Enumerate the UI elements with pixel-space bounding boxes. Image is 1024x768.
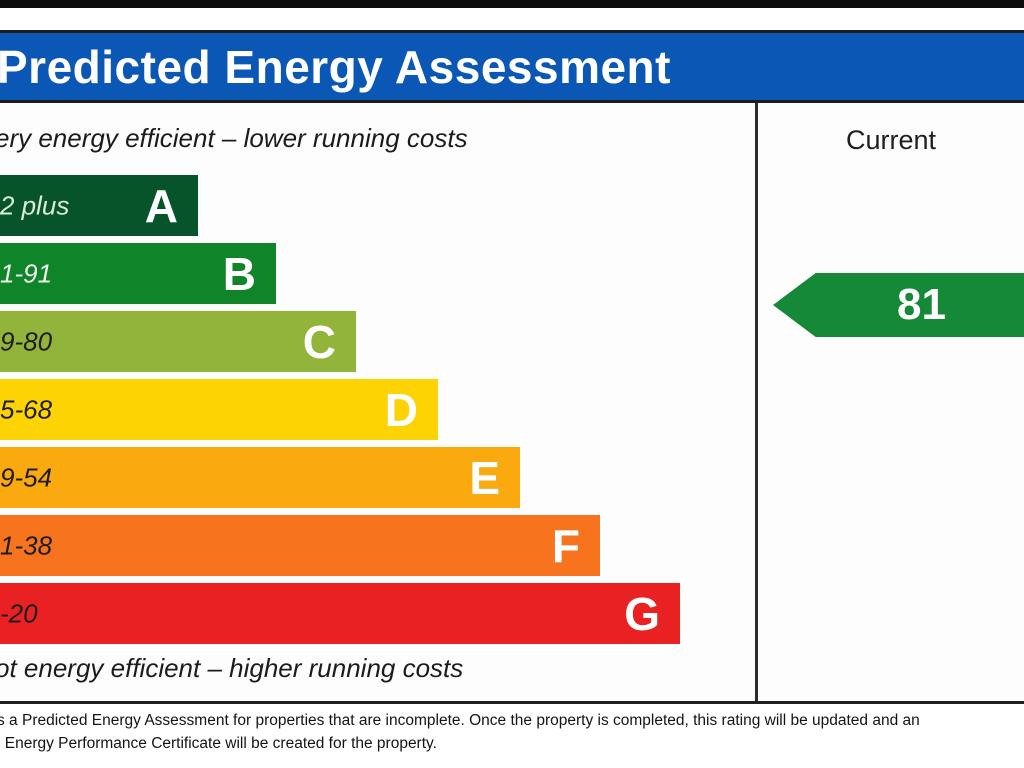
band-range-label: 5-68	[0, 394, 53, 424]
band-range-label: 9-54	[0, 462, 53, 492]
footer-line-1: s a Predicted Energy Assessment for prop…	[0, 712, 920, 729]
rating-band-d: 5-68 D	[0, 379, 438, 440]
rating-band-g: -20 G	[0, 583, 680, 644]
rating-band-e: 9-54 E	[0, 447, 520, 508]
column-divider	[755, 103, 758, 701]
current-rating-arrow: 81	[773, 273, 1024, 337]
band-letter: D	[384, 383, 418, 436]
page-title: Predicted Energy Assessment	[0, 40, 671, 93]
band-letter: F	[551, 519, 580, 572]
band-range-label: 1-38	[0, 530, 53, 560]
band-letter: A	[144, 179, 178, 232]
band-letter: C	[302, 315, 336, 368]
band-letter: E	[469, 451, 500, 504]
chart-bottom-border	[0, 701, 1024, 704]
rating-band-f: 1-38 F	[0, 515, 600, 576]
band-range-label: -20	[0, 598, 38, 628]
rating-band-a: 2 plus A	[0, 175, 198, 236]
top-border-bar	[0, 0, 1024, 8]
rating-bands: 2 plus A 1-91 B 9-80 C 5-68 D 9-54 E 1-38 F -20 G	[0, 175, 680, 651]
efficient-caption: ery energy efficient – lower running cos…	[0, 123, 468, 153]
rating-band-b: 1-91 B	[0, 243, 276, 304]
footer-line-2: l Energy Performance Certificate will be…	[0, 735, 437, 752]
current-rating-value: 81	[897, 280, 946, 329]
band-letter: B	[222, 247, 256, 300]
band-range-label: 2 plus	[0, 190, 70, 220]
page-title-bar: Predicted Energy Assessment	[0, 30, 1024, 103]
band-letter: G	[624, 587, 660, 640]
rating-band-c: 9-80 C	[0, 311, 356, 372]
epc-rating-chart: ery energy efficient – lower running cos…	[0, 103, 1024, 701]
band-range-label: 1-91	[0, 258, 53, 288]
band-range-label: 9-80	[0, 326, 53, 356]
current-column-header: Current	[845, 125, 937, 155]
footer-note: s a Predicted Energy Assessment for prop…	[0, 709, 1007, 755]
inefficient-caption: ot energy efficient – higher running cos…	[0, 653, 464, 683]
